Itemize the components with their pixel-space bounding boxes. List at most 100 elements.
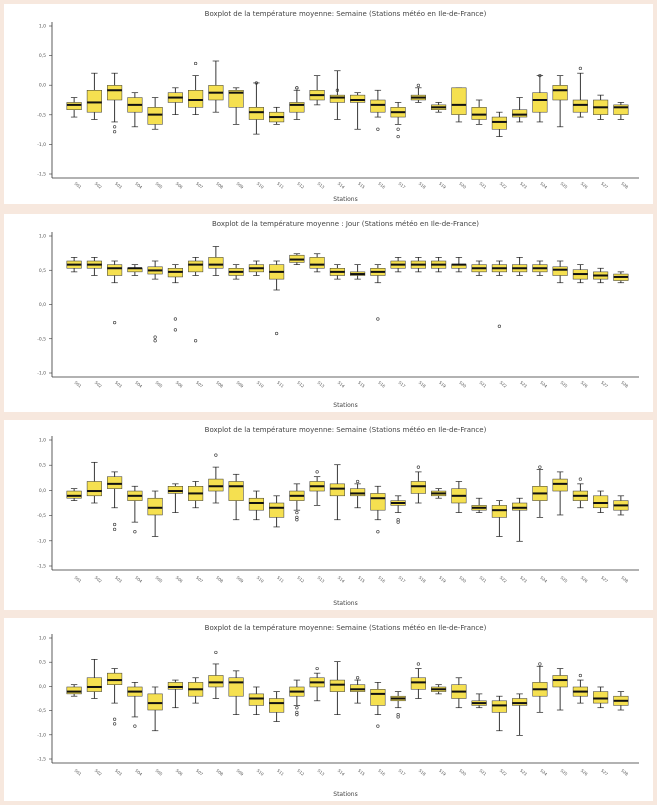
outlier-point [376,317,380,321]
x-tick-label: S02 [94,181,103,190]
y-tick-label: 0,0 [39,83,46,89]
y-tick-label: 1,0 [39,636,46,642]
box-28 [613,691,629,711]
chart-panel-3: Boxplot de la température moyenne: Semai… [4,420,653,610]
x-tick-label: S02 [94,768,103,777]
x-tick-label: S08 [215,181,224,190]
box-14 [329,264,345,280]
x-tick-label: S05 [154,575,163,584]
outlier-point [113,722,117,726]
box-body [248,693,264,706]
box-body [593,495,609,509]
x-tick-label: S07 [195,575,204,584]
box-body [593,691,609,704]
box-body [107,476,123,489]
box-2 [86,257,102,276]
box-26 [572,264,588,284]
x-tick-label: S08 [215,380,224,389]
x-tick-label: S02 [94,380,103,389]
box-body [552,478,568,492]
x-tick-label: S15 [357,575,366,584]
x-tick-label: S21 [478,380,487,389]
outlier-point [275,331,279,336]
box-body [248,107,264,120]
x-tick-label: S13 [316,181,325,190]
x-tick-label: S13 [316,768,325,777]
box-28 [613,271,629,284]
outlier-point [315,666,319,671]
x-tick-label: S17 [397,768,406,777]
box-14 [329,464,345,521]
box-body [613,104,629,115]
y-tick-label: 0,5 [39,268,46,274]
box-body [188,90,204,108]
x-tick-label: S07 [195,768,204,777]
box-body [208,257,224,269]
box-25 [552,75,568,128]
y-tick-label: -1,5 [37,564,46,570]
box-2 [86,72,102,120]
outlier-point [254,81,258,85]
x-tick-label: S14 [337,380,346,389]
outlier-point [578,66,582,70]
chart-title: Boxplot de la température moyenne : Jour… [212,220,479,228]
box-16 [370,682,386,728]
box-body [532,92,548,113]
y-tick-label: -1,0 [37,371,46,377]
box-body [228,90,244,108]
box-body [147,497,163,516]
x-tick-label: S15 [357,380,366,389]
outlier-point [194,339,198,343]
box-23 [512,497,528,542]
x-tick-label: S05 [154,181,163,190]
x-tick-label: S21 [478,768,487,777]
x-tick-label: S27 [600,575,609,584]
box-10 [248,686,264,715]
outlier-point [396,127,400,131]
x-tick-label: S17 [397,181,406,190]
outlier-point [173,328,177,332]
y-tick-label: -0,5 [37,708,46,714]
box-28 [613,495,629,516]
box-12 [289,253,305,265]
outlier-point [295,86,299,90]
box-body [350,488,366,497]
x-tick-label: S09 [235,768,244,777]
outlier-point [133,530,137,534]
x-tick-label: S03 [114,380,123,389]
outlier-point [416,83,420,87]
x-tick-label: S01 [73,768,82,777]
box-body [107,264,123,276]
boxplot-chart-4: Boxplot de la température moyenne: Semai… [37,624,639,798]
box-body [167,682,183,690]
outlier-point [113,321,117,325]
x-tick-label: S26 [580,380,589,389]
x-tick-label: S11 [276,768,285,777]
x-tick-label: S22 [499,768,508,777]
x-tick-label: S14 [337,768,346,777]
x-axis-label: Stations [333,402,357,409]
box-18 [410,465,426,504]
y-tick-label: 0,5 [39,53,46,59]
box-body [269,698,285,713]
box-27 [593,94,609,120]
box-7 [188,481,204,509]
x-tick-label: S28 [620,768,629,777]
box-5 [147,260,163,343]
chart-panel-1: Boxplot de la température moyenne: Semai… [4,4,653,204]
box-body [370,99,386,113]
x-tick-label: S01 [73,380,82,389]
y-tick-label: 0,0 [39,302,46,308]
x-tick-label: S24 [539,181,548,190]
box-15 [350,92,366,130]
box-14 [329,661,345,715]
box-body [329,679,345,692]
box-8 [208,650,224,699]
outlier-point [214,453,218,457]
box-3 [107,668,123,726]
x-tick-label: S15 [357,181,366,190]
box-body [107,85,123,101]
box-body [552,85,568,101]
box-body [147,107,163,125]
x-tick-label: S27 [600,181,609,190]
